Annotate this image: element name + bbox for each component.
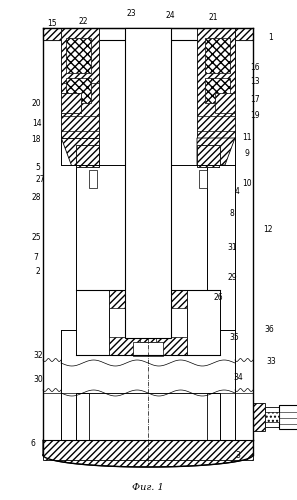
Text: 28: 28 bbox=[31, 194, 41, 202]
Text: 2: 2 bbox=[36, 268, 40, 276]
Text: 34: 34 bbox=[233, 374, 243, 382]
Bar bbox=[61, 93, 81, 113]
Bar bbox=[43, 28, 61, 440]
Text: 13: 13 bbox=[250, 78, 260, 86]
Text: 24: 24 bbox=[165, 12, 175, 20]
Bar bbox=[265, 412, 279, 422]
Bar bbox=[197, 145, 220, 167]
Bar bbox=[43, 440, 253, 460]
Bar bbox=[76, 165, 89, 330]
Text: 30: 30 bbox=[33, 376, 43, 384]
Text: 33: 33 bbox=[266, 358, 276, 366]
Text: 11: 11 bbox=[242, 134, 252, 142]
Bar bbox=[109, 290, 187, 308]
Bar bbox=[76, 290, 109, 355]
Bar bbox=[125, 28, 171, 338]
Text: 18: 18 bbox=[31, 136, 41, 144]
Text: 32: 32 bbox=[33, 350, 43, 360]
Bar bbox=[109, 337, 187, 355]
Bar bbox=[235, 28, 253, 40]
Text: 27: 27 bbox=[35, 176, 45, 184]
Text: 23: 23 bbox=[126, 10, 136, 18]
Bar bbox=[265, 407, 279, 427]
Text: 26: 26 bbox=[213, 292, 223, 302]
Bar bbox=[207, 165, 220, 330]
Text: 1: 1 bbox=[268, 34, 273, 42]
Text: 19: 19 bbox=[250, 110, 260, 120]
Text: 16: 16 bbox=[250, 64, 260, 72]
Text: 15: 15 bbox=[47, 20, 57, 28]
Bar bbox=[220, 165, 235, 330]
Text: 14: 14 bbox=[32, 120, 42, 128]
Bar bbox=[235, 28, 253, 440]
Text: 6: 6 bbox=[31, 438, 35, 448]
Bar bbox=[109, 290, 187, 355]
Text: 12: 12 bbox=[263, 226, 273, 234]
Text: 22: 22 bbox=[78, 18, 88, 26]
Text: 7: 7 bbox=[34, 254, 38, 262]
Polygon shape bbox=[197, 138, 235, 165]
Bar bbox=[89, 170, 97, 188]
Text: 21: 21 bbox=[208, 14, 218, 22]
Bar bbox=[205, 78, 230, 103]
Bar bbox=[253, 403, 265, 431]
Text: 25: 25 bbox=[31, 234, 41, 242]
Text: 8: 8 bbox=[230, 208, 234, 218]
Bar bbox=[197, 28, 235, 138]
Bar bbox=[205, 38, 230, 73]
Bar bbox=[133, 308, 163, 328]
Bar bbox=[66, 78, 91, 103]
Bar bbox=[61, 28, 99, 83]
Bar bbox=[140, 328, 156, 342]
Bar bbox=[76, 165, 89, 330]
Bar bbox=[197, 116, 235, 131]
Text: 5: 5 bbox=[36, 164, 40, 172]
Bar bbox=[279, 405, 297, 429]
Bar bbox=[43, 28, 253, 40]
Bar bbox=[61, 28, 99, 138]
Bar bbox=[133, 342, 163, 356]
Bar bbox=[207, 393, 220, 440]
Bar bbox=[235, 28, 253, 440]
Bar bbox=[187, 290, 220, 355]
Bar bbox=[76, 393, 89, 440]
Polygon shape bbox=[43, 440, 253, 467]
Text: Фиг. 1: Фиг. 1 bbox=[132, 484, 164, 492]
Bar bbox=[61, 116, 99, 131]
Text: 36: 36 bbox=[264, 326, 274, 334]
Text: 20: 20 bbox=[31, 98, 41, 108]
Bar bbox=[207, 393, 220, 440]
Text: 4: 4 bbox=[235, 188, 239, 196]
Text: 9: 9 bbox=[244, 148, 249, 158]
Bar bbox=[89, 393, 207, 440]
Text: 31: 31 bbox=[227, 244, 237, 252]
Text: 35: 35 bbox=[229, 332, 239, 342]
Text: 3: 3 bbox=[236, 450, 241, 460]
Bar bbox=[43, 28, 61, 40]
Bar bbox=[76, 145, 99, 167]
Bar bbox=[207, 165, 220, 330]
Bar bbox=[215, 93, 235, 113]
Bar bbox=[76, 290, 109, 355]
Bar bbox=[66, 38, 91, 73]
Bar bbox=[43, 28, 61, 440]
Text: 10: 10 bbox=[242, 178, 252, 188]
Bar bbox=[187, 290, 220, 355]
Polygon shape bbox=[61, 138, 99, 165]
Bar bbox=[89, 165, 207, 330]
Text: 17: 17 bbox=[250, 96, 260, 104]
Bar bbox=[76, 393, 89, 440]
Bar bbox=[61, 93, 81, 113]
Text: 29: 29 bbox=[227, 274, 237, 282]
Bar bbox=[61, 165, 76, 330]
Bar bbox=[199, 170, 207, 188]
